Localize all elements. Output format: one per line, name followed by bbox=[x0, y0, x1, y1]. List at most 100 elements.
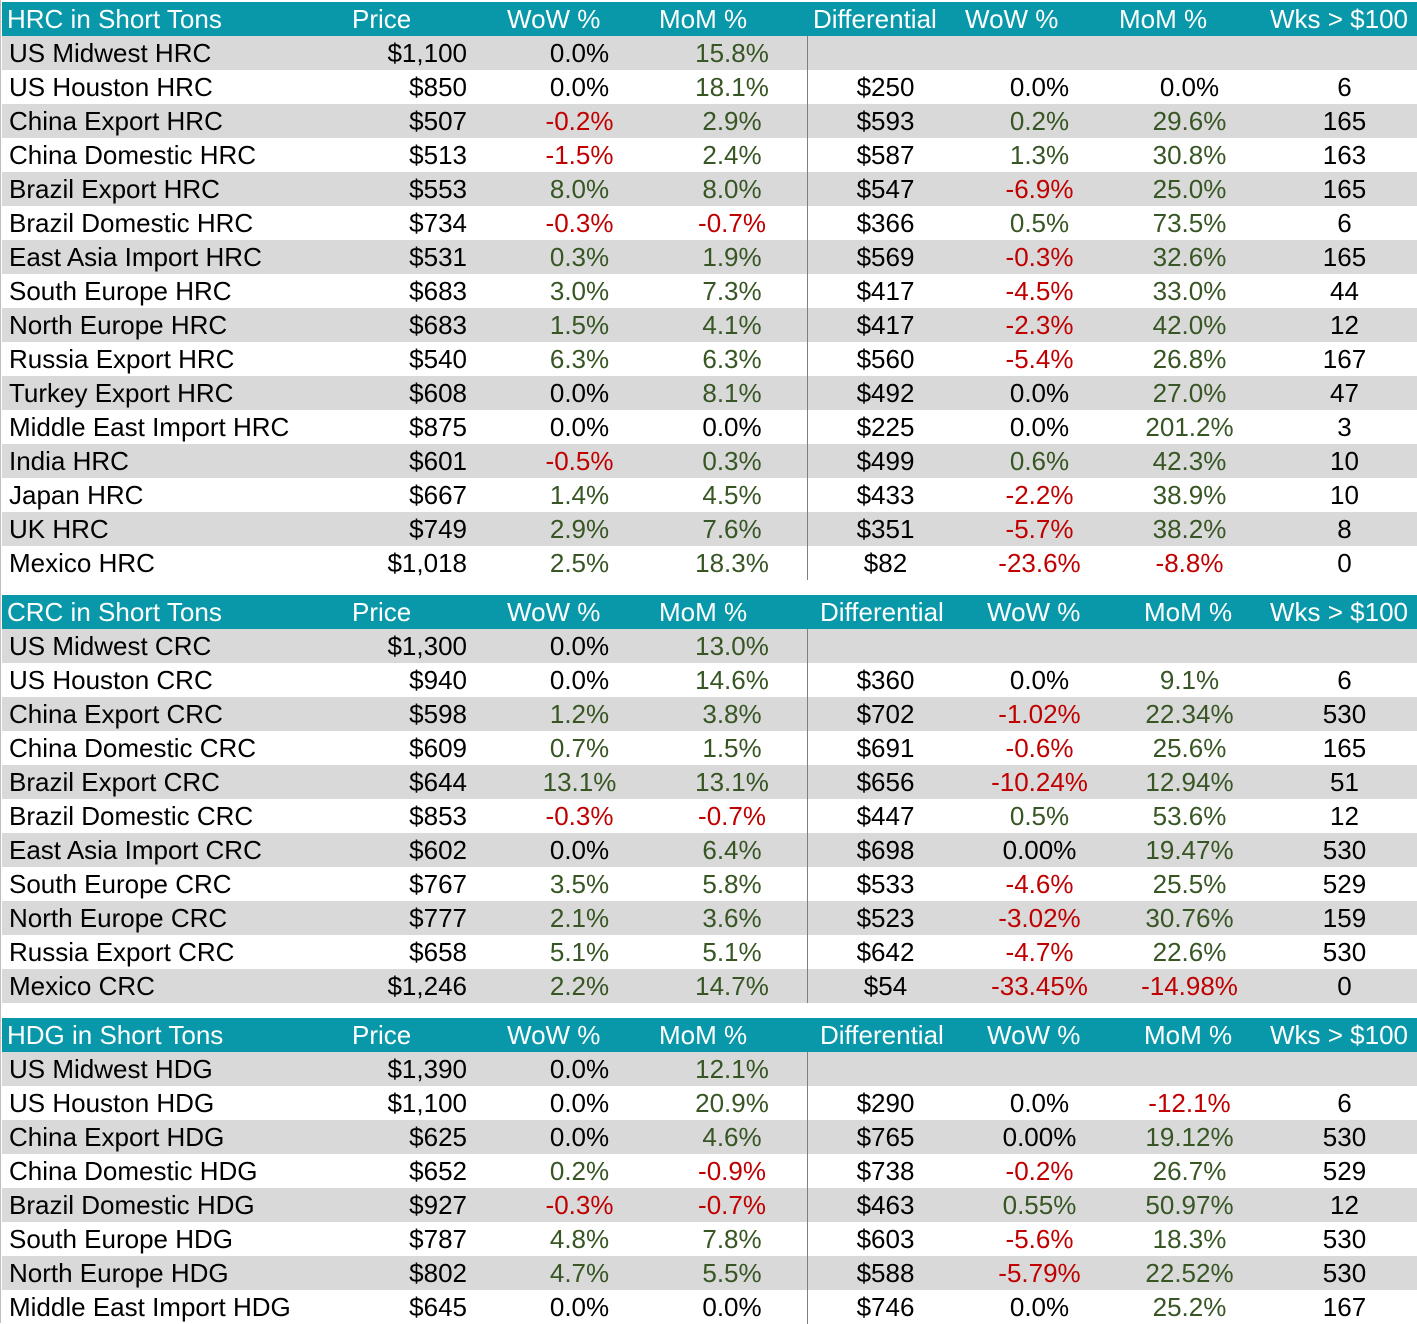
row-differential: $463 bbox=[856, 1190, 915, 1220]
row-diff-wow: -6.9% bbox=[1005, 174, 1074, 204]
row-diff-mom: 50.97% bbox=[1145, 1190, 1234, 1220]
row-mom: 8.1% bbox=[702, 378, 762, 408]
row-diff-mom: 42.0% bbox=[1152, 310, 1227, 340]
row-differential: $603 bbox=[856, 1224, 915, 1254]
row-differential: $250 bbox=[856, 72, 915, 102]
row-weeks: 6 bbox=[1337, 72, 1352, 102]
row-diff-wow bbox=[962, 629, 1117, 663]
row-mom: 8.0% bbox=[702, 174, 762, 204]
row-weeks: 530 bbox=[1322, 1258, 1367, 1288]
row-differential: $746 bbox=[856, 1292, 915, 1322]
row-differential: $702 bbox=[856, 699, 915, 729]
row-price: $602 bbox=[409, 835, 467, 865]
row-mom: 14.6% bbox=[695, 665, 769, 695]
row-diff-wow: -5.6% bbox=[1005, 1224, 1074, 1254]
header-diff-mom: MoM % bbox=[1144, 597, 1233, 627]
row-name: South Europe HDG bbox=[9, 1224, 234, 1254]
table-row: Japan HRC $667 1.4% 4.5% $433 -2.2% 38.9% 10 bbox=[2, 478, 1417, 512]
row-name: US Midwest HRC bbox=[9, 38, 212, 68]
row-weeks: 167 bbox=[1322, 344, 1367, 374]
row-diff-mom: 9.1% bbox=[1159, 665, 1220, 695]
row-name: Middle East Import HRC bbox=[9, 412, 290, 442]
row-diff-mom: 22.52% bbox=[1145, 1258, 1234, 1288]
table-row: China Export CRC $598 1.2% 3.8% $702 -1.02% 22… bbox=[2, 697, 1417, 731]
row-diff-mom: 33.0% bbox=[1152, 276, 1227, 306]
row-weeks: 6 bbox=[1337, 208, 1352, 238]
row-mom: 12.1% bbox=[695, 1054, 769, 1084]
row-name: Mexico HRC bbox=[9, 548, 155, 578]
row-diff-wow: -0.3% bbox=[1005, 242, 1074, 272]
header-weeks: Wks > $100 bbox=[1270, 4, 1409, 34]
row-diff-wow: -5.79% bbox=[998, 1258, 1081, 1288]
table-row: North Europe CRC $777 2.1% 3.6% $523 -3.02% 30… bbox=[2, 901, 1417, 935]
table-row: US Houston HDG $1,100 0.0% 20.9% $290 0.0% -12… bbox=[2, 1086, 1417, 1120]
row-diff-mom: 22.6% bbox=[1152, 937, 1227, 967]
row-mom: 14.7% bbox=[695, 971, 769, 1001]
row-name: China Domestic HRC bbox=[9, 140, 257, 170]
row-weeks bbox=[1267, 1052, 1417, 1086]
row-diff-wow: 0.0% bbox=[1009, 378, 1070, 408]
row-differential: $533 bbox=[856, 869, 915, 899]
header-name: CRC in Short Tons bbox=[7, 597, 222, 627]
row-price: $853 bbox=[409, 801, 467, 831]
row-name: Turkey Export HRC bbox=[9, 378, 234, 408]
row-diff-wow: -4.7% bbox=[1005, 937, 1074, 967]
row-wow: 0.0% bbox=[549, 1088, 610, 1118]
row-weeks: 6 bbox=[1337, 1088, 1352, 1118]
table-row: East Asia Import HRC $531 0.3% 1.9% $569 -0.3… bbox=[2, 240, 1417, 274]
row-differential: $417 bbox=[856, 276, 915, 306]
row-name: US Houston HDG bbox=[9, 1088, 215, 1118]
row-mom: 18.1% bbox=[695, 72, 769, 102]
table-row: South Europe HRC $683 3.0% 7.3% $417 -4.5% 33.… bbox=[2, 274, 1417, 308]
row-differential: $587 bbox=[856, 140, 915, 170]
row-diff-mom: 53.6% bbox=[1152, 801, 1227, 831]
row-weeks: 529 bbox=[1322, 869, 1367, 899]
column-divider bbox=[807, 36, 808, 580]
row-weeks: 47 bbox=[1330, 378, 1359, 408]
row-price: $667 bbox=[409, 480, 467, 510]
row-wow: 1.5% bbox=[549, 310, 610, 340]
row-weeks: 6 bbox=[1337, 665, 1352, 695]
row-weeks: 530 bbox=[1322, 1122, 1367, 1152]
row-wow: 1.4% bbox=[549, 480, 610, 510]
table-header-row: HDG in Short Tons Price WoW % MoM % Diff… bbox=[2, 1018, 1417, 1052]
row-diff-wow: -3.02% bbox=[998, 903, 1081, 933]
row-wow: 0.0% bbox=[549, 835, 610, 865]
table-row: North Europe HRC $683 1.5% 4.1% $417 -2.3% 42.… bbox=[2, 308, 1417, 342]
row-diff-mom: 22.34% bbox=[1145, 699, 1234, 729]
row-name: China Domestic HDG bbox=[9, 1156, 258, 1186]
row-diff-wow: 0.0% bbox=[1009, 1088, 1070, 1118]
header-weeks: Wks > $100 bbox=[1270, 597, 1409, 627]
row-wow: 3.5% bbox=[549, 869, 610, 899]
row-diff-wow: -1.02% bbox=[998, 699, 1081, 729]
row-name: Middle East Import HDG bbox=[9, 1292, 291, 1322]
row-price: $927 bbox=[409, 1190, 467, 1220]
row-price: $625 bbox=[409, 1122, 467, 1152]
row-diff-mom: 42.3% bbox=[1152, 446, 1227, 476]
table-row: US Houston CRC $940 0.0% 14.6% $360 0.0% 9.1% 6 bbox=[2, 663, 1417, 697]
row-differential: $523 bbox=[856, 903, 915, 933]
row-differential: $54 bbox=[863, 971, 908, 1001]
table-row: Russia Export CRC $658 5.1% 5.1% $642 -4.7% 22… bbox=[2, 935, 1417, 969]
row-diff-wow: -4.6% bbox=[1005, 869, 1074, 899]
hdg-rows: US Midwest HDG $1,390 0.0% 12.1% US Houston … bbox=[2, 1052, 1417, 1324]
row-diff-wow: 0.0% bbox=[1009, 665, 1070, 695]
row-differential: $765 bbox=[856, 1122, 915, 1152]
row-diff-wow: -23.6% bbox=[998, 548, 1081, 578]
row-price: $1,018 bbox=[387, 548, 467, 578]
row-name: Brazil Export CRC bbox=[9, 767, 220, 797]
row-diff-mom: -8.8% bbox=[1155, 548, 1224, 578]
row-mom: 5.1% bbox=[702, 937, 762, 967]
header-wow: WoW % bbox=[507, 1020, 601, 1050]
header-name: HRC in Short Tons bbox=[7, 4, 222, 34]
row-name: UK HRC bbox=[9, 514, 109, 544]
header-mom: MoM % bbox=[659, 4, 748, 34]
row-wow: 0.2% bbox=[549, 1156, 610, 1186]
row-differential: $366 bbox=[856, 208, 915, 238]
row-diff-wow: 0.0% bbox=[1009, 1292, 1070, 1322]
row-price: $767 bbox=[409, 869, 467, 899]
row-weeks: 0 bbox=[1337, 971, 1352, 1001]
row-diff-wow: -10.24% bbox=[991, 767, 1088, 797]
table-row: China Domestic HDG $652 0.2% -0.9% $738 -0.2%… bbox=[2, 1154, 1417, 1188]
row-diff-mom: 12.94% bbox=[1145, 767, 1234, 797]
